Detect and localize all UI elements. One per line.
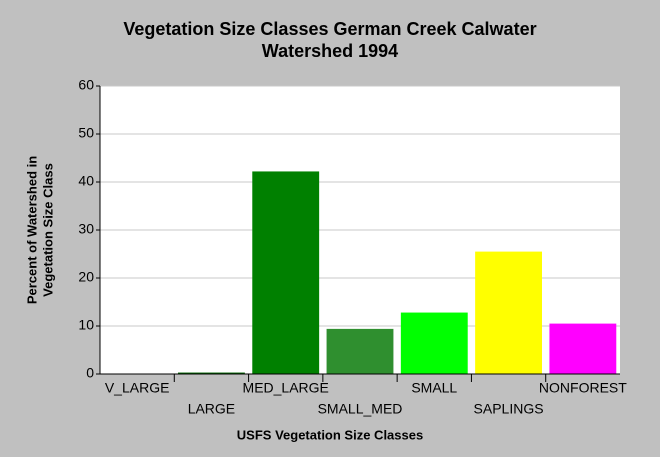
y-axis-label: Percent of Watershed in Vegetation Size … bbox=[24, 156, 55, 304]
chart-title: Vegetation Size Classes German Creek Cal… bbox=[123, 19, 536, 39]
bar bbox=[178, 372, 245, 374]
y-tick-label: 40 bbox=[78, 173, 94, 189]
x-tick-label: SMALL_MED bbox=[318, 401, 403, 417]
x-axis-label: USFS Vegetation Size Classes bbox=[237, 427, 423, 442]
bar bbox=[326, 328, 394, 374]
y-axis-label-line: Vegetation Size Class bbox=[40, 163, 55, 297]
x-tick-label: NONFOREST bbox=[539, 380, 627, 396]
bar bbox=[475, 251, 542, 374]
y-tick-label: 20 bbox=[78, 269, 94, 285]
x-tick-label: MED_LARGE bbox=[243, 380, 329, 396]
bar bbox=[549, 323, 617, 374]
chart-title: Watershed 1994 bbox=[262, 41, 398, 61]
y-tick-label: 50 bbox=[78, 125, 94, 141]
y-tick-label: 30 bbox=[78, 221, 94, 237]
bar bbox=[252, 171, 320, 374]
y-axis-label-line: Percent of Watershed in bbox=[24, 156, 39, 304]
y-tick-label: 60 bbox=[78, 77, 94, 93]
x-tick-label: SAPLINGS bbox=[474, 401, 544, 417]
bar bbox=[400, 312, 468, 374]
y-tick-label: 10 bbox=[78, 317, 94, 333]
y-tick-label: 0 bbox=[86, 365, 94, 381]
x-tick-label: LARGE bbox=[188, 401, 235, 417]
x-tick-label: V_LARGE bbox=[105, 380, 170, 396]
x-tick-label: SMALL bbox=[411, 380, 457, 396]
